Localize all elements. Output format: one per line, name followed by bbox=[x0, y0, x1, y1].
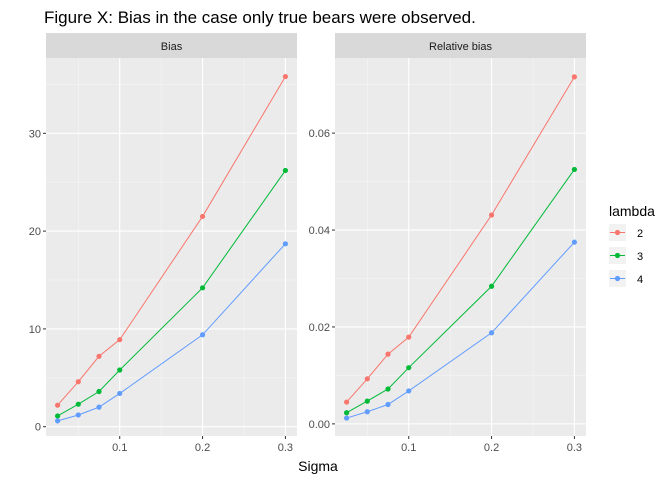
data-point-lambda-2 bbox=[571, 74, 578, 80]
x-tick-label: 0.3 bbox=[278, 442, 293, 454]
data-point-lambda-3 bbox=[571, 166, 578, 173]
x-tick-label: 0.1 bbox=[401, 442, 416, 454]
data-point-lambda-3 bbox=[488, 283, 495, 289]
y-tick-label: 0 bbox=[35, 422, 41, 434]
data-point-lambda-4 bbox=[571, 239, 578, 245]
data-point-lambda-4 bbox=[488, 330, 495, 336]
data-point-lambda-4 bbox=[75, 412, 81, 418]
y-tick-label: 0.02 bbox=[309, 322, 330, 334]
legend: lambda 2 3 4 bbox=[609, 203, 655, 287]
data-point-lambda-2 bbox=[343, 399, 350, 405]
data-point-lambda-3 bbox=[117, 367, 123, 373]
legend-label-lambda-3: 3 bbox=[637, 251, 643, 263]
data-point-lambda-3 bbox=[343, 410, 350, 416]
series-line-lambda-3 bbox=[57, 170, 286, 417]
data-point-lambda-4 bbox=[96, 404, 102, 410]
legend-label-lambda-4: 4 bbox=[637, 274, 643, 286]
y-tick-label: 20 bbox=[29, 226, 41, 238]
data-point-lambda-3 bbox=[282, 167, 289, 174]
facet-panels: Bias 0.1 0.2 0.3 0 10 20 30 Relative bias 0.1 0.2 0… bbox=[29, 33, 586, 454]
chart-title: Figure X: Bias in the case only true bea… bbox=[44, 8, 476, 27]
y-tick-label: 10 bbox=[29, 324, 41, 336]
data-point-lambda-3 bbox=[406, 365, 412, 371]
data-point-lambda-2 bbox=[75, 379, 81, 385]
data-point-lambda-2 bbox=[282, 73, 289, 80]
series-line-lambda-2 bbox=[57, 76, 286, 406]
legend-key-point-lambda-4 bbox=[614, 275, 621, 282]
data-point-lambda-2 bbox=[385, 351, 391, 357]
legend-title: lambda bbox=[609, 203, 655, 219]
data-point-lambda-2 bbox=[199, 213, 206, 220]
data-point-lambda-2 bbox=[117, 337, 123, 343]
series-line-lambda-2 bbox=[346, 76, 575, 403]
data-point-lambda-3 bbox=[96, 388, 102, 395]
panel-2: Relative bias 0.1 0.2 0.3 0.00 0.02 0.04 0.06 bbox=[309, 33, 586, 454]
series-line-lambda-4 bbox=[346, 241, 575, 419]
data-point-lambda-3 bbox=[199, 285, 206, 291]
x-axis-title: Sigma bbox=[298, 458, 338, 474]
data-point-lambda-2 bbox=[488, 212, 495, 218]
y-tick-label: 0.04 bbox=[309, 225, 330, 237]
y-tick-label: 0.06 bbox=[309, 128, 330, 140]
data-point-lambda-2 bbox=[406, 334, 412, 340]
y-tick-label: 0.00 bbox=[309, 419, 330, 431]
panel-background bbox=[335, 58, 586, 436]
x-tick-label: 0.3 bbox=[567, 442, 582, 454]
data-point-lambda-4 bbox=[282, 241, 289, 247]
facet-strip bbox=[335, 33, 586, 58]
series-line-lambda-3 bbox=[346, 169, 575, 414]
panel-background bbox=[46, 58, 297, 436]
data-point-lambda-4 bbox=[54, 418, 61, 424]
facet-strip-label: Bias bbox=[161, 41, 183, 53]
data-point-lambda-4 bbox=[343, 415, 350, 421]
data-point-lambda-4 bbox=[385, 401, 391, 408]
data-point-lambda-3 bbox=[54, 413, 61, 419]
data-point-lambda-4 bbox=[117, 390, 123, 397]
data-point-lambda-3 bbox=[364, 398, 370, 404]
x-tick-label: 0.1 bbox=[112, 442, 127, 454]
data-point-lambda-4 bbox=[199, 332, 206, 338]
data-point-lambda-4 bbox=[406, 388, 412, 394]
facet-strip bbox=[46, 33, 297, 58]
facet-strip-label: Relative bias bbox=[429, 41, 492, 53]
series-line-lambda-4 bbox=[57, 243, 286, 422]
y-tick-label: 30 bbox=[29, 128, 41, 140]
x-tick-label: 0.2 bbox=[484, 442, 499, 454]
data-point-lambda-2 bbox=[96, 353, 102, 359]
x-tick-label: 0.2 bbox=[195, 442, 210, 454]
data-point-lambda-3 bbox=[385, 386, 391, 392]
panel-1: Bias 0.1 0.2 0.3 0 10 20 30 bbox=[29, 33, 297, 454]
data-point-lambda-2 bbox=[54, 402, 61, 408]
data-point-lambda-2 bbox=[364, 376, 370, 382]
data-point-lambda-3 bbox=[75, 401, 81, 407]
legend-key-point-lambda-2 bbox=[614, 229, 621, 236]
data-point-lambda-4 bbox=[364, 409, 370, 415]
legend-label-lambda-2: 2 bbox=[637, 228, 643, 240]
legend-key-point-lambda-3 bbox=[614, 252, 621, 259]
